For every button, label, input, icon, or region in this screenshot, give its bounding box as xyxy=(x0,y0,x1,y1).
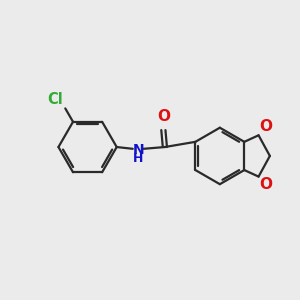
Text: N: N xyxy=(132,143,144,157)
Text: H: H xyxy=(133,152,143,165)
Text: O: O xyxy=(260,119,272,134)
Text: O: O xyxy=(157,109,170,124)
Text: O: O xyxy=(260,178,272,193)
Text: Cl: Cl xyxy=(47,92,63,107)
